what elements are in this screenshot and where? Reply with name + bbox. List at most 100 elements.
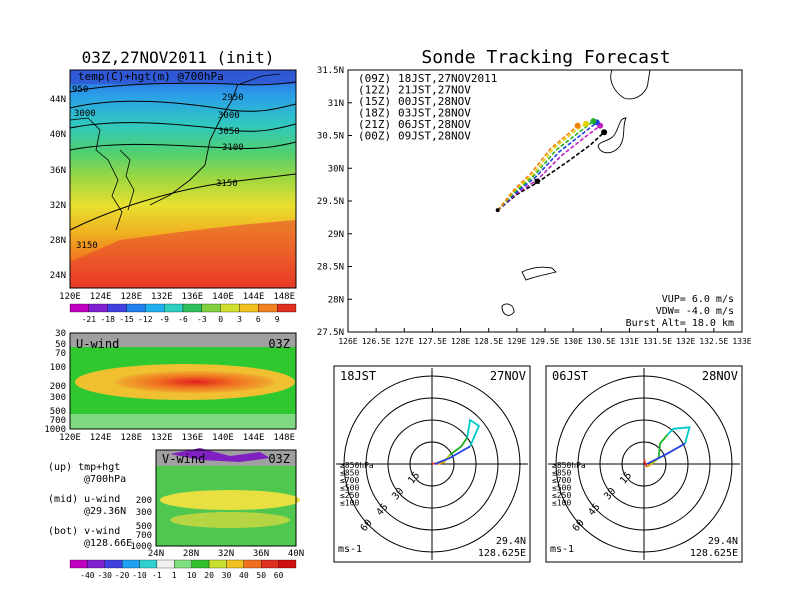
track-lines	[495, 118, 608, 213]
track-lon-tick: 126E	[338, 337, 357, 346]
hodo-trace-3	[449, 437, 468, 456]
hodo-legend-item: ≤850	[340, 469, 359, 478]
v-colorbar-swatch	[261, 559, 279, 569]
hodo-right-label: 06JST	[552, 369, 588, 383]
v-p-tick: 1000	[130, 542, 152, 552]
track-lon-tick: 129.5E	[531, 337, 560, 346]
u-field-top	[70, 333, 296, 347]
temp-panel-label: temp(C)+hgt(m) @700hPa	[78, 70, 224, 83]
hodo-right-units: ms-1	[550, 544, 574, 555]
track-lon-tick: 130.5E	[587, 337, 616, 346]
track-lon-tick: 132E	[676, 337, 695, 346]
coast-tokunoshima	[501, 303, 515, 316]
contour-label-3150b: 3150	[76, 241, 98, 251]
v-colorbar-swatch	[243, 559, 262, 569]
contour-3050	[69, 122, 297, 132]
hodo-trace-5	[646, 442, 686, 465]
v-label: V-wind	[162, 452, 205, 466]
track-end-point-0	[601, 129, 608, 136]
temp-field-warm	[70, 220, 296, 288]
temp-colorbar: -21 -18 -15 -12 -9 -6 -3 0 3 6 9	[69, 303, 297, 324]
temp-colorbar-swatch	[182, 303, 202, 313]
u-field-bottom	[70, 414, 296, 429]
track-lat-tick: 29N	[328, 230, 344, 240]
track-legend: (09Z) 18JST,27NOV2011 (12Z) 21JST,27NOV (15Z…	[358, 72, 497, 143]
v-p-tick: 200	[136, 496, 152, 506]
hodo-trace-3	[657, 434, 669, 459]
track-end-point-3	[590, 118, 597, 125]
temp-colorbar-label: -15	[119, 315, 134, 324]
temp-colorbar-label: -21	[82, 315, 97, 324]
temp-colorbar-label: 9	[275, 315, 280, 324]
hodograph-right: 06JST 28NOV ms-1 29.4N 128.625E 15304560…	[545, 365, 743, 563]
note-bot-1: (bot) v-wind	[48, 526, 120, 537]
contour-3150	[69, 173, 297, 231]
temp-colorbar-label: -9	[159, 315, 169, 324]
temp-colorbar-swatch	[145, 303, 165, 313]
track-lat-tick: 31.5N	[317, 66, 344, 76]
note-up-2: @700hPa	[84, 474, 126, 485]
track-line-3	[497, 120, 594, 211]
track-legend-label: 09JST,28NOV	[398, 130, 471, 143]
temp-colorbar-swatch	[69, 303, 89, 313]
v-colorbar-swatch	[208, 559, 227, 569]
v-colorbar-swatch	[104, 559, 123, 569]
hodo-legend-item: ≥850hPa	[340, 461, 374, 470]
temp-lat-tick: 24N	[50, 271, 66, 281]
v-colorbar-swatch	[278, 559, 297, 569]
temp-colorbar-swatch	[220, 303, 240, 313]
left-title: 03Z,27NOV2011 (init)	[82, 48, 275, 67]
track-lon-tick: 129E	[507, 337, 526, 346]
track-lon-tick: 131E	[620, 337, 639, 346]
u-lon-tick: 140E	[212, 433, 234, 443]
track-lon-tick: 127.5E	[418, 337, 447, 346]
u-lon-tick: 120E	[59, 433, 81, 443]
temp-colorbar-swatch	[126, 303, 146, 313]
v-colorbar-swatch	[156, 559, 175, 569]
contour-label-950: 950	[72, 85, 88, 95]
u-lon-tick: 144E	[243, 433, 265, 443]
v-colorbar-label: 50	[256, 571, 266, 580]
track-line-5	[497, 125, 579, 211]
temp-lon-tick: 124E	[90, 292, 112, 302]
hodo-right-lon: 128.625E	[690, 548, 738, 559]
contour-label-3000b: 3000	[218, 111, 240, 121]
track-lat-tick: 27.5N	[317, 328, 344, 338]
launch-point	[495, 208, 500, 213]
track-lon-tick: 127E	[395, 337, 414, 346]
v-colorbar-swatch	[174, 559, 192, 569]
coastline-korea	[119, 149, 135, 211]
hodo-legend-item: ≤250	[552, 491, 571, 500]
contour-label-3000a: 3000	[74, 109, 96, 119]
coast-amami	[521, 266, 557, 281]
track-ticks: 31.5N31N30.5N30N29.5N29N28.5N28N27.5N126…	[317, 66, 752, 346]
u-p-tick: 200	[50, 382, 66, 392]
hodo-right-lat: 29.4N	[708, 536, 738, 547]
info-burst: Burst Alt= 18.0 km	[626, 318, 734, 329]
v-colorbar-label: 30	[222, 571, 232, 580]
temp-frame	[69, 69, 297, 289]
hodo-legend-item: ≤500	[340, 484, 359, 493]
track-lon-tick: 130E	[564, 337, 583, 346]
v-p-tick: 300	[136, 508, 152, 518]
temp-lat-tick: 28N	[50, 236, 66, 246]
temp-colorbar-swatch	[201, 303, 221, 313]
info-vdw: VDW= -4.0 m/s	[656, 306, 734, 317]
hodo-right-date: 28NOV	[702, 369, 738, 383]
hodo-legend-item: ≥850hPa	[552, 461, 586, 470]
track-end-point-5	[574, 122, 581, 129]
track-legend-code: (18Z)	[358, 107, 391, 120]
v-colorbar-swatch	[139, 559, 158, 569]
v-colorbar-swatch	[87, 559, 105, 569]
track-legend-code: (12Z)	[358, 84, 391, 97]
track-lon-tick: 132.5E	[699, 337, 728, 346]
u-p-tick: 30	[55, 329, 66, 339]
hodo-trace-5	[434, 445, 471, 465]
hodo-legend-item: ≤700	[340, 476, 359, 485]
hodo-trace-1	[646, 463, 652, 468]
temp-lon-tick: 136E	[182, 292, 204, 302]
